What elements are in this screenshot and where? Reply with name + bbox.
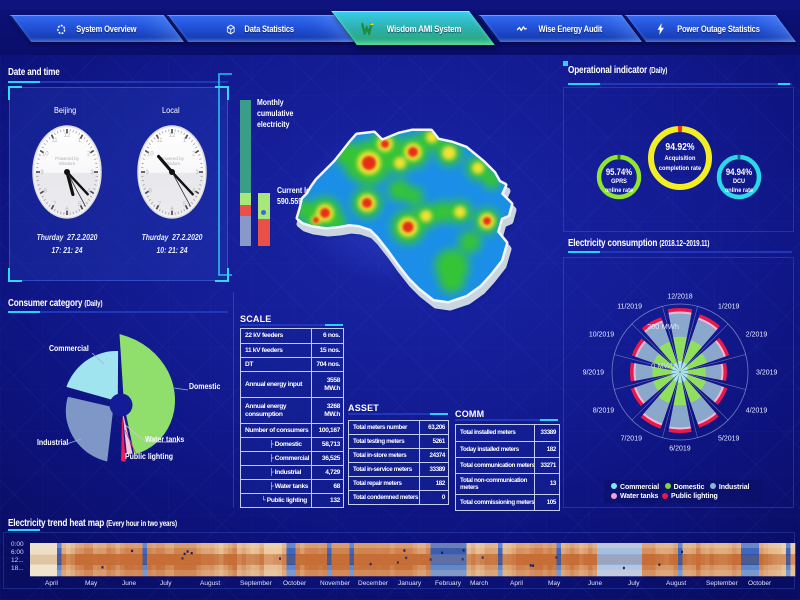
svg-text:7: 7 — [158, 202, 162, 208]
svg-text:Powered by: Powered by — [55, 156, 80, 161]
svg-text:0 MWh: 0 MWh — [651, 361, 675, 370]
svg-text:8: 8 — [149, 189, 153, 195]
svg-text:3: 3 — [90, 170, 94, 176]
svg-text:4: 4 — [87, 189, 91, 195]
svg-text:8/2019: 8/2019 — [593, 408, 615, 415]
svg-text:9: 9 — [145, 170, 149, 176]
svg-text:11: 11 — [156, 138, 163, 144]
svg-text:6: 6 — [170, 207, 174, 213]
svg-text:1: 1 — [78, 138, 82, 144]
svg-text:9: 9 — [40, 170, 44, 176]
svg-text:3/2019: 3/2019 — [756, 370, 778, 377]
svg-text:5: 5 — [78, 202, 82, 208]
svg-text:7: 7 — [53, 202, 57, 208]
svg-text:11: 11 — [51, 138, 58, 144]
svg-text:2/2019: 2/2019 — [746, 332, 768, 339]
svg-text:4: 4 — [192, 189, 196, 195]
svg-text:6/2019: 6/2019 — [669, 446, 691, 453]
svg-text:9/2019: 9/2019 — [583, 370, 605, 377]
svg-text:8: 8 — [44, 189, 48, 195]
svg-text:12: 12 — [169, 133, 176, 139]
svg-text:1: 1 — [183, 138, 187, 144]
svg-text:11/2019: 11/2019 — [617, 304, 642, 311]
svg-text:12: 12 — [64, 133, 71, 139]
svg-text:12/2018: 12/2018 — [667, 294, 692, 301]
svg-text:2: 2 — [192, 152, 196, 158]
svg-text:6: 6 — [65, 207, 69, 213]
svg-text:Wisdom: Wisdom — [59, 161, 76, 166]
svg-text:4/2019: 4/2019 — [746, 408, 768, 415]
svg-text:10/2019: 10/2019 — [589, 332, 614, 339]
svg-text:Wisdom: Wisdom — [164, 161, 181, 166]
svg-text:2: 2 — [87, 152, 91, 158]
svg-text:3: 3 — [195, 170, 199, 176]
svg-text:200 MWh: 200 MWh — [647, 322, 679, 331]
svg-text:5/2019: 5/2019 — [718, 435, 740, 442]
svg-text:1/2019: 1/2019 — [718, 304, 740, 311]
svg-text:Powered by: Powered by — [160, 156, 185, 161]
svg-text:10: 10 — [147, 152, 154, 158]
svg-text:5: 5 — [183, 202, 187, 208]
svg-text:10: 10 — [42, 152, 49, 158]
svg-text:7/2019: 7/2019 — [621, 435, 643, 442]
